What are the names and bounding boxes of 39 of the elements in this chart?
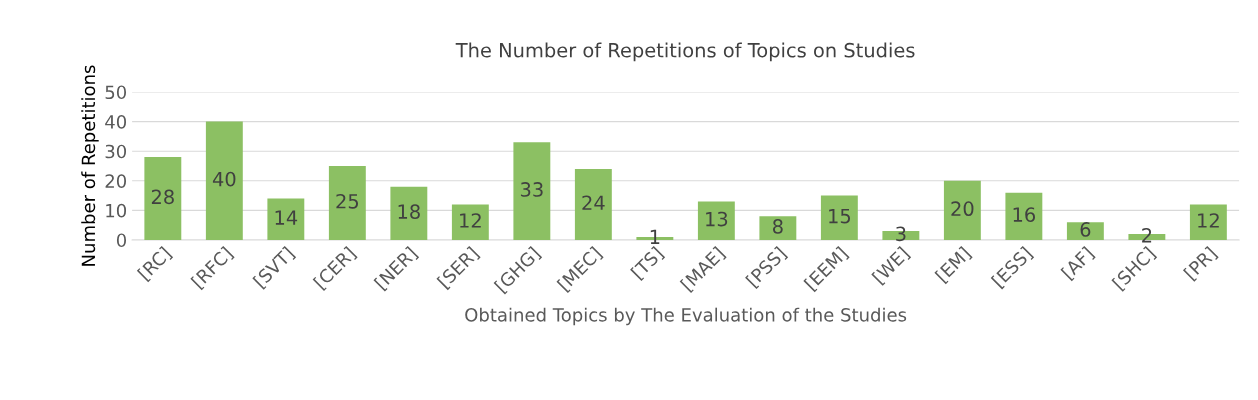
data-label: 18 (398, 204, 420, 219)
y-tick-label: 20 (105, 174, 127, 188)
data-label: 13 (706, 211, 728, 227)
bar (1189, 204, 1227, 240)
data-label: 15 (829, 208, 851, 224)
x-axis-title: Obtained Topics by The Evaluation of the Studies (465, 307, 907, 326)
data-label: 12 (460, 213, 481, 228)
data-label: 28 (151, 189, 174, 205)
bar (267, 198, 305, 240)
data-label: 8 (773, 219, 783, 234)
bar (820, 195, 858, 240)
bar (1066, 222, 1104, 240)
y-tick-label: 50 (105, 85, 127, 100)
data-label: 40 (212, 171, 236, 187)
bar (697, 201, 735, 240)
bar (1005, 192, 1043, 240)
bar (144, 157, 182, 240)
bar (574, 168, 612, 240)
data-label: 33 (520, 182, 543, 197)
bar (451, 204, 489, 240)
data-label: 25 (336, 193, 359, 209)
bar (205, 121, 243, 240)
bar (328, 166, 366, 240)
y-tick-label: 0 (116, 233, 127, 248)
chart-title: The Number of Repetitions of Topics on Studies (455, 42, 915, 62)
bar (759, 216, 797, 240)
data-label: 14 (275, 210, 298, 225)
data-label: 6 (1080, 222, 1091, 237)
data-label: 16 (1013, 207, 1036, 222)
y-tick-label: 30 (105, 144, 127, 159)
y-axis-title: Number of Repetitions (81, 65, 99, 266)
bar (943, 180, 981, 240)
y-tick-label: 40 (105, 115, 127, 129)
data-label: 24 (582, 195, 605, 210)
data-label: 12 (1198, 213, 1219, 228)
bar (513, 142, 551, 240)
y-tick-label: 10 (106, 203, 127, 218)
bar (390, 186, 428, 240)
data-label: 20 (951, 201, 974, 217)
